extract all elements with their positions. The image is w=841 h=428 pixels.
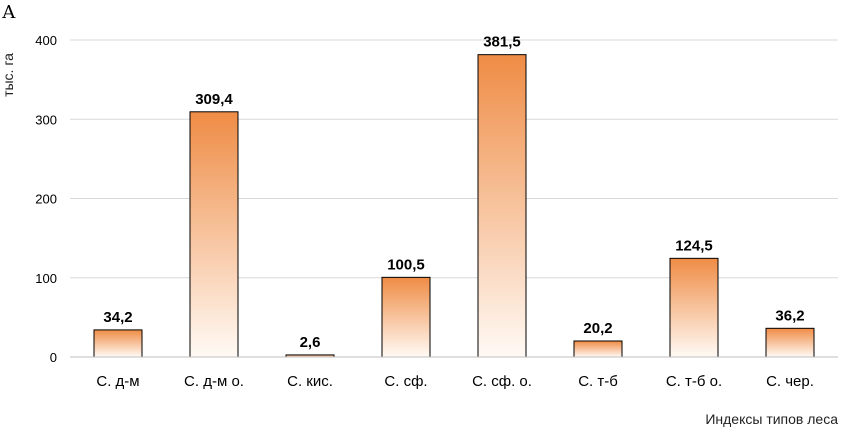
bar [93, 329, 143, 358]
data-label: 2,6 [300, 334, 321, 351]
data-label: 34,2 [103, 309, 132, 326]
x-category-label: С. д-м о. [184, 373, 244, 390]
x-category-label: С. сф. о. [472, 373, 532, 390]
x-axis-categories: С. д-м С. д-м о. С. кис. С. сф. С. сф. о. С. … [96, 373, 814, 390]
bar [765, 327, 815, 358]
x-category-label: С. д-м [96, 373, 139, 390]
y-tick-label: 0 [50, 350, 57, 365]
bar [573, 340, 623, 358]
bar [381, 276, 431, 358]
bar [477, 54, 527, 358]
bars: 34,2 309,4 2,6 100,5 381,5 20,2 124,5 36,2 [93, 34, 815, 358]
x-category-label: С. чер. [766, 373, 814, 390]
x-category-label: С. т-б [578, 373, 618, 390]
y-axis-title: тыс. га [0, 53, 16, 97]
y-tick-label: 100 [35, 271, 57, 286]
data-label: 100,5 [387, 256, 425, 273]
x-category-label: С. т-б о. [666, 373, 722, 390]
data-label: 36,2 [775, 307, 804, 324]
data-label: 381,5 [483, 34, 521, 51]
y-tick-label: 300 [35, 112, 57, 127]
x-axis-title: Индексы типов леса [705, 411, 838, 427]
gridlines [70, 39, 838, 279]
bar [669, 257, 719, 358]
panel-label: А [2, 2, 16, 23]
x-category-label: С. сф. [384, 373, 427, 390]
data-label: 20,2 [583, 320, 612, 337]
data-label: 309,4 [195, 91, 233, 108]
bar [189, 111, 239, 358]
y-tick-label: 400 [35, 33, 57, 48]
data-label: 124,5 [675, 237, 713, 254]
x-category-label: С. кис. [287, 373, 333, 390]
y-axis-ticks: 0 100 200 300 400 [35, 33, 57, 365]
y-tick-label: 200 [35, 192, 57, 207]
